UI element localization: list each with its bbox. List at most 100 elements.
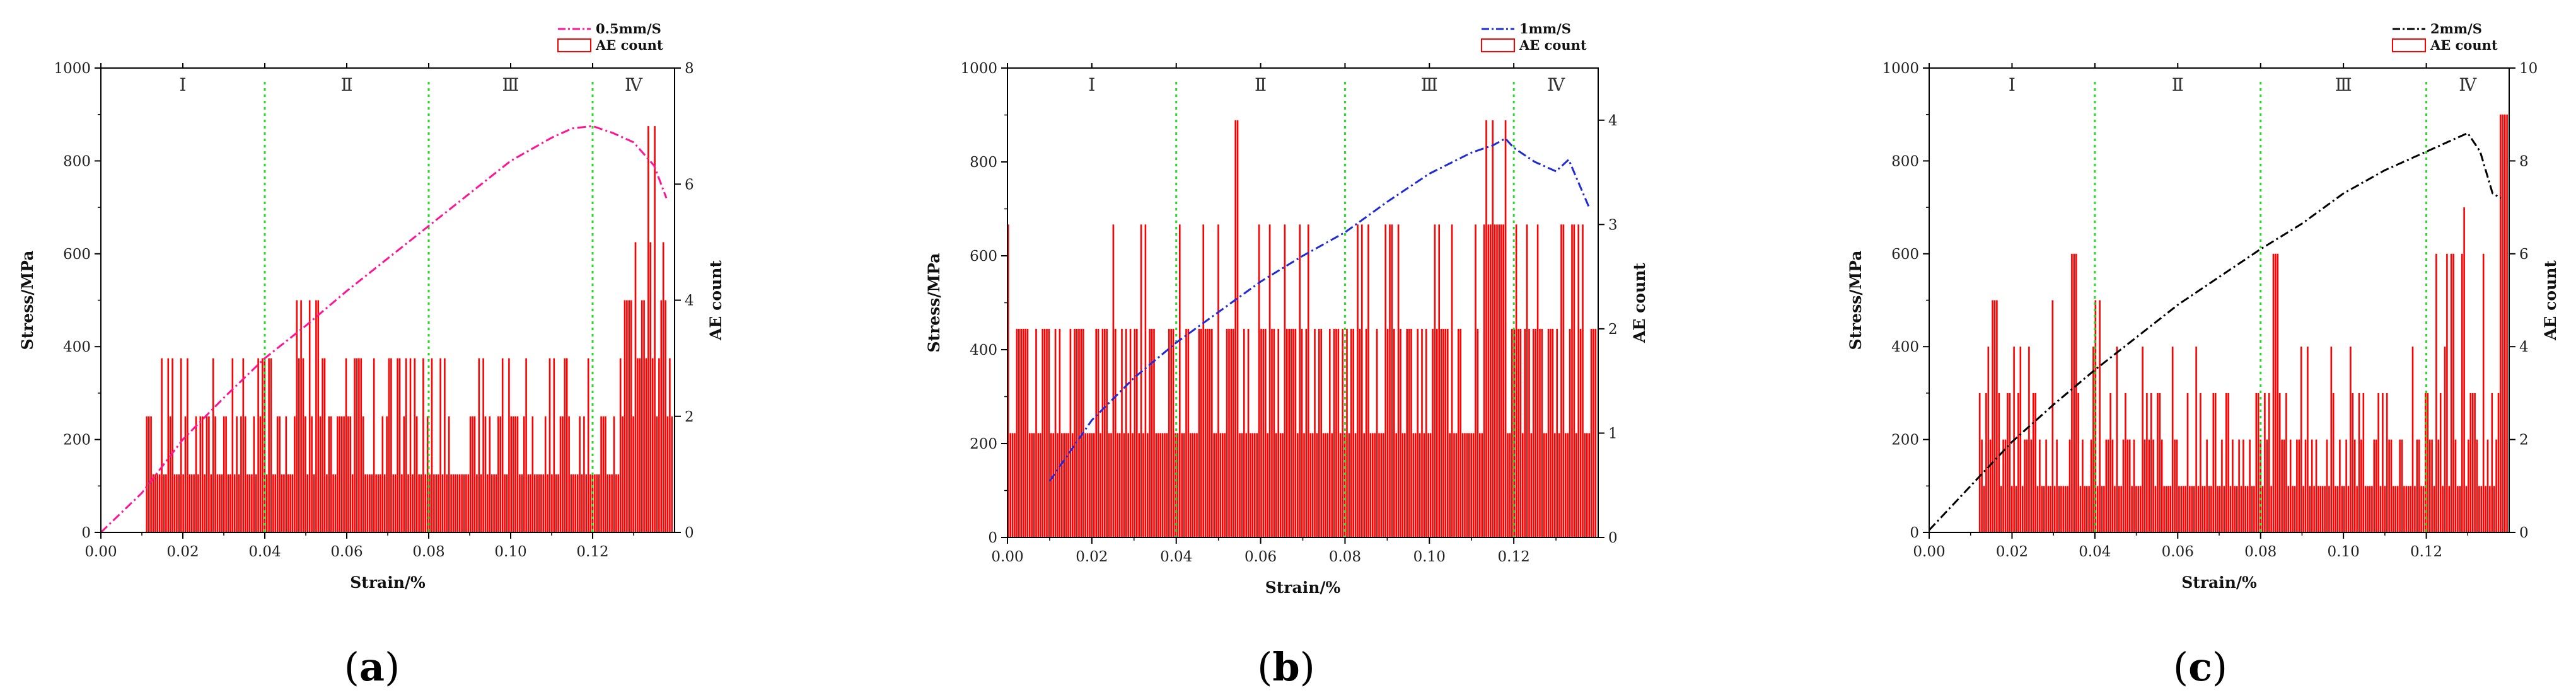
ae-count-bar (1567, 433, 1569, 537)
ae-count-bar (2214, 393, 2217, 532)
ae-count-bar (2182, 486, 2184, 532)
ae-count-bar (319, 416, 322, 533)
ae-count-bars (1978, 114, 2508, 533)
ae-count-bar (514, 416, 516, 533)
ae-count-bar (1541, 328, 1543, 537)
ae-count-bar (2067, 486, 2068, 532)
ae-count-bar (2099, 300, 2101, 532)
ae-count-bar (1262, 328, 1265, 537)
ae-count-bar (281, 474, 283, 532)
ae-count-bar (643, 300, 645, 532)
ae-count-bar (2375, 439, 2377, 532)
ae-count-bar (1243, 328, 1245, 537)
stage-label-4: Ⅳ (1547, 74, 1565, 95)
ae-count-bar (1308, 224, 1309, 537)
ae-count-bar (2418, 439, 2420, 532)
ae-count-bar (1084, 433, 1086, 537)
x-tick-label: 0.02 (1076, 549, 1108, 565)
ae-count-bar (536, 474, 538, 532)
ae-count-bar (504, 474, 506, 532)
x-tick-label: 0.02 (166, 544, 199, 560)
ae-count-bar (1985, 393, 1987, 532)
ae-count-bar (2266, 439, 2268, 532)
ae-count-bar (369, 474, 371, 532)
ae-count-bar (2253, 486, 2255, 532)
ae-count-bar (1035, 328, 1037, 537)
ae-count-bar (2062, 486, 2065, 532)
ae-count-bar (1419, 433, 1421, 537)
ae-count-bar (2197, 486, 2200, 532)
ae-count-bar (253, 416, 255, 533)
ae-count-bar (405, 358, 407, 532)
ae-count-bar (2251, 486, 2253, 532)
ae-count-bar (1127, 433, 1129, 537)
ae-count-bar (2229, 486, 2232, 532)
ae-count-bar (2088, 486, 2090, 532)
ae-count-bar (1179, 224, 1181, 537)
ae-count-bar (1342, 328, 1343, 537)
ae-count-bar (2302, 486, 2304, 532)
ae-count-bar (2444, 347, 2446, 532)
ae-count-bar (2217, 486, 2219, 532)
ae-count-bar (2210, 486, 2212, 532)
ae-count-bar (2045, 439, 2047, 532)
ae-count-bar (448, 416, 450, 533)
ae-count-bar (2448, 486, 2451, 532)
ae-count-bar (1389, 224, 1391, 537)
ae-count-bar (1562, 224, 1565, 537)
ae-count-bar (1260, 328, 1262, 537)
ae-count-bar (1228, 328, 1230, 537)
ae-count-bar (178, 474, 180, 532)
ae-count-bar (2032, 393, 2034, 532)
ae-count-bar (2116, 347, 2118, 532)
ae-count-bar (1080, 328, 1082, 537)
ae-count-bar (1981, 439, 1983, 532)
ae-count-bar (566, 358, 568, 532)
ae-count-bar (1547, 328, 1550, 537)
y-axis-label: Stress/MPa (925, 253, 943, 353)
ae-count-bar (1554, 433, 1556, 537)
ae-count-bar (1016, 328, 1018, 537)
ae-count-bar (1284, 224, 1286, 537)
ae-count-bar (2362, 393, 2365, 532)
ae-count-bar (2275, 253, 2277, 532)
ae-count-bar (2238, 439, 2240, 532)
ae-count-bar (2410, 486, 2411, 532)
ae-count-bar (1072, 433, 1074, 537)
ae-count-bar (2311, 439, 2313, 532)
ae-count-bar (1429, 433, 1432, 537)
ae-count-bar (2128, 439, 2131, 532)
ae-count-bar (169, 416, 171, 533)
ae-count-bar (2459, 486, 2461, 532)
ae-count-bar (2255, 393, 2258, 532)
ae-count-bar (1536, 224, 1539, 537)
ae-count-bar (2332, 393, 2335, 532)
ae-count-bar (562, 416, 564, 533)
ae-count-bar (1104, 328, 1106, 537)
ae-count-bar (2480, 486, 2483, 532)
ae-count-bar (1511, 328, 1513, 537)
ae-count-bar (2180, 486, 2183, 532)
y-tick-label: 1000 (1882, 60, 1919, 77)
ae-count-bar (356, 358, 358, 532)
ae-count-bar (1097, 328, 1099, 537)
ae-count-bar (501, 358, 504, 532)
ae-count-bar (262, 358, 264, 532)
ae-count-bar (1331, 433, 1333, 537)
ae-count-bar (2506, 114, 2508, 532)
ae-count-bar (2114, 486, 2116, 532)
ae-count-bar (576, 474, 579, 532)
ae-count-bar (2203, 486, 2206, 532)
ae-count-bar (489, 416, 491, 533)
ae-count-bar (296, 300, 298, 532)
ae-count-bar (409, 358, 412, 532)
ae-count-bar (2236, 486, 2238, 532)
ae-count-bar (538, 474, 540, 532)
ae-count-bar (557, 474, 559, 532)
ae-count-bar (2278, 393, 2281, 532)
ae-count-bar (2075, 253, 2077, 532)
ae-count-bar (2339, 439, 2341, 532)
ae-count-bar (1408, 328, 1410, 537)
ae-count-bar (1350, 328, 1352, 537)
ae-count-bar (456, 474, 459, 532)
